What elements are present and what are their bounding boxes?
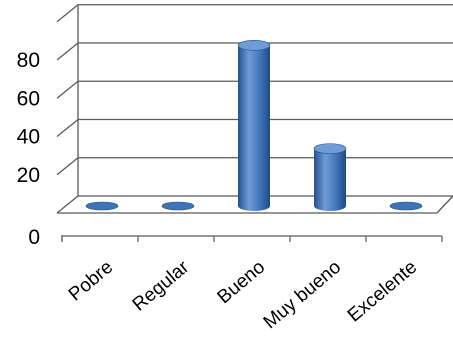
bars: [85, 40, 423, 211]
axes: [61, 235, 443, 242]
bar-body: [314, 148, 346, 211]
x-tick-label: Pobre: [65, 257, 117, 306]
y-tick-label: 40: [17, 126, 40, 149]
bar-top: [313, 143, 347, 154]
bar-base: [85, 201, 119, 211]
x-tick-label: Muy bueno: [260, 257, 346, 334]
bar-body: [238, 45, 270, 211]
bar-top: [237, 40, 271, 51]
bar-bueno: [237, 40, 271, 211]
x-tick-label: Bueno: [214, 257, 270, 308]
y-tick-label: 60: [17, 87, 40, 110]
bar-excelente: [389, 201, 423, 211]
y-tick-label: 80: [17, 49, 40, 72]
y-tick-label: 0: [28, 226, 40, 249]
bar-regular: [161, 201, 195, 211]
bar-base: [389, 201, 423, 211]
bar-pobre: [85, 201, 119, 211]
grid: [56, 4, 453, 214]
x-tick-label: Regular: [129, 256, 194, 315]
y-tick-label: 20: [17, 164, 40, 187]
gridline: [56, 4, 453, 23]
bar-muy-bueno: [313, 143, 347, 211]
x-tick-label: Excelente: [344, 257, 421, 327]
bar-base: [161, 201, 195, 211]
floor-right-edge: [436, 195, 453, 214]
